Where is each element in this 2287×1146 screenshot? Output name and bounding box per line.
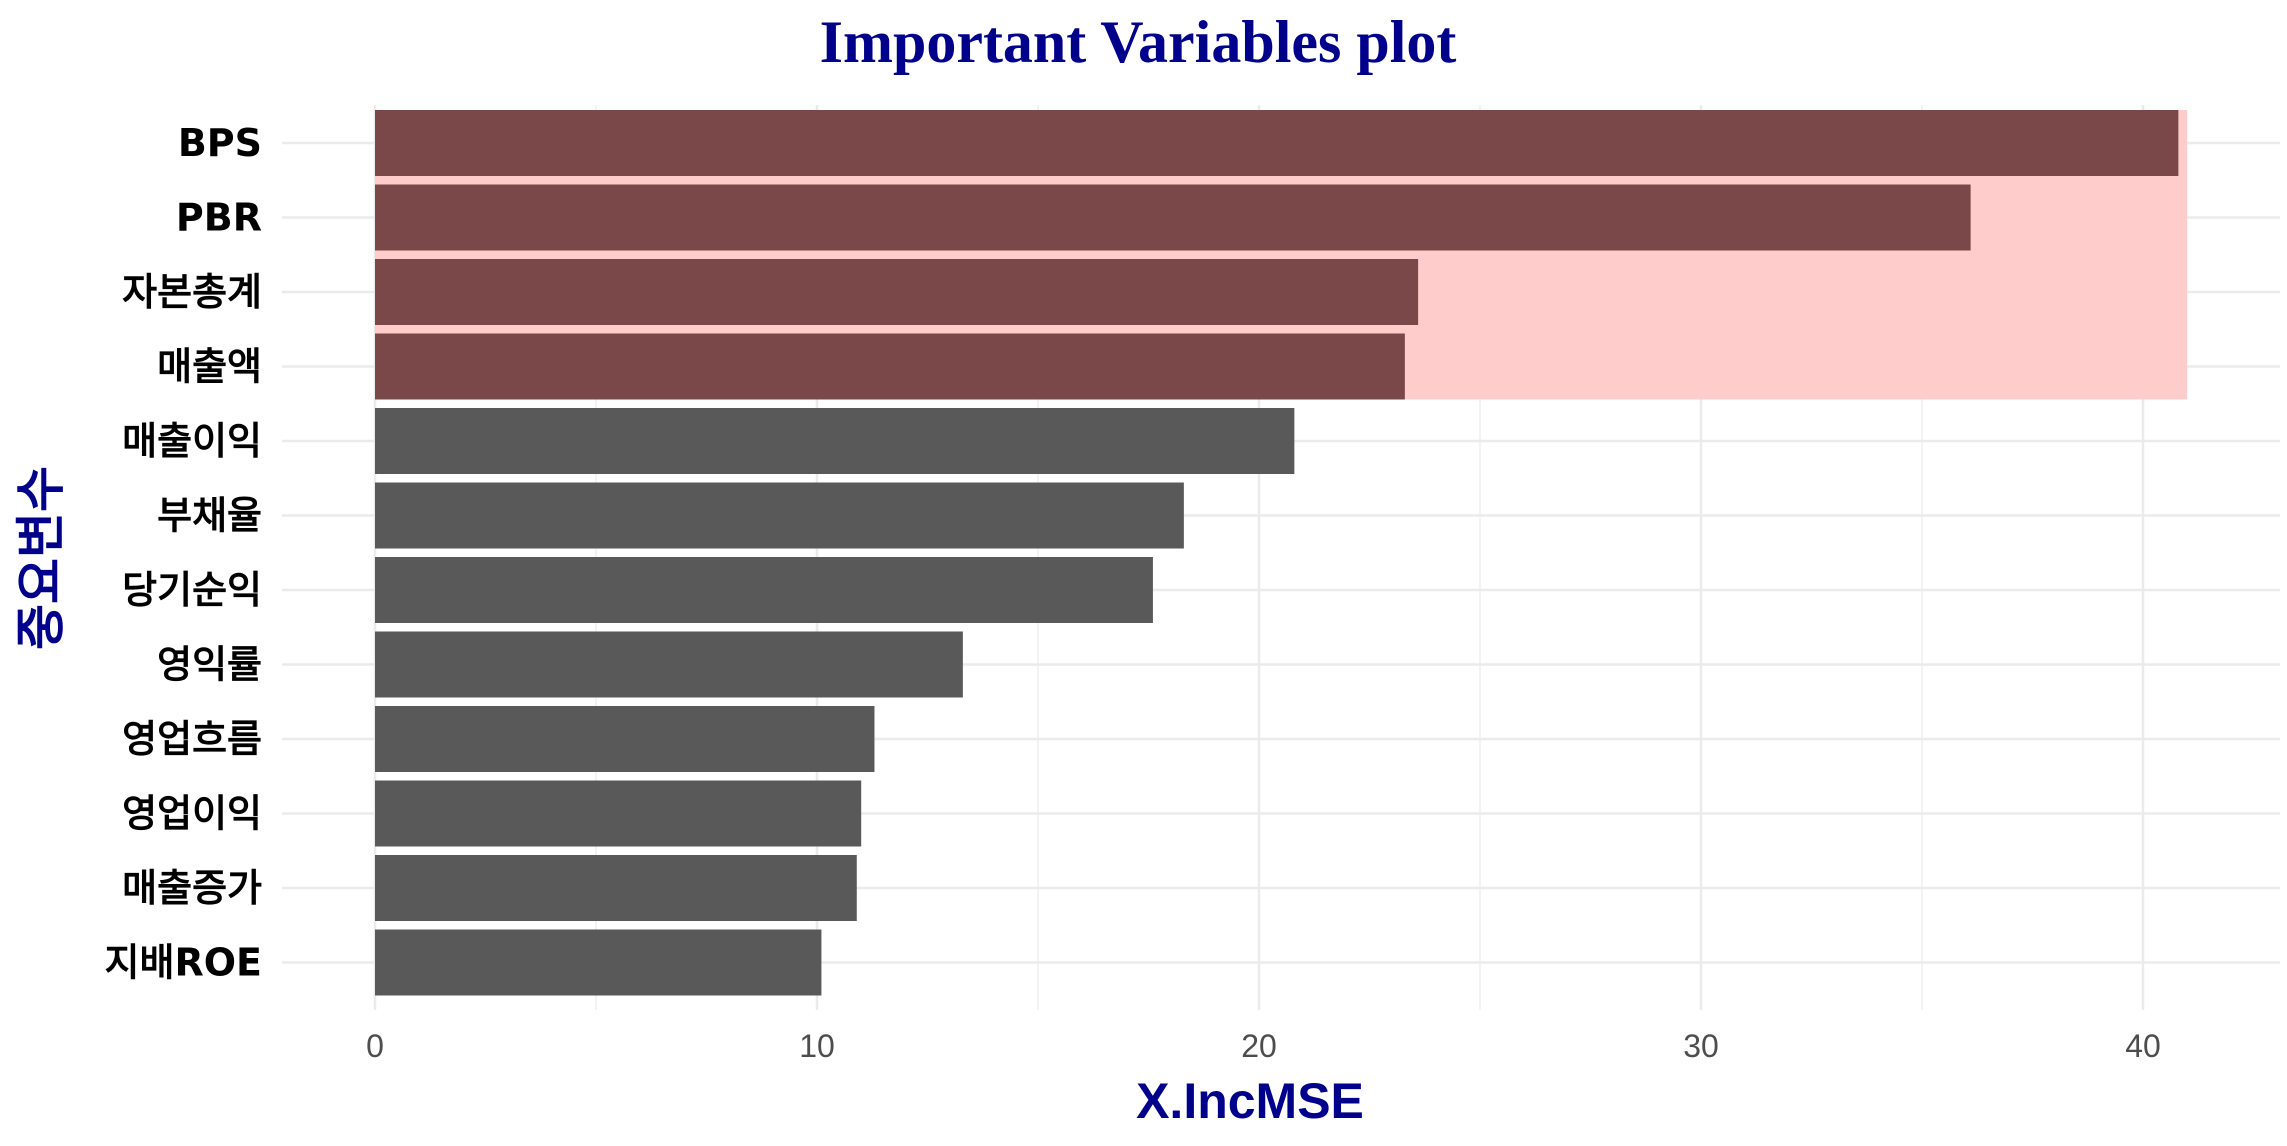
- x-tick-labels: 0 10 20 30 40: [366, 1028, 2161, 1064]
- y-tick-label: 지배ROE: [105, 941, 262, 985]
- bar-7: [375, 631, 963, 698]
- x-tick-label: 0: [366, 1028, 384, 1064]
- y-tick-label: 영익률: [157, 643, 262, 687]
- bar-2: [375, 259, 1419, 325]
- bar-9: [375, 780, 862, 847]
- x-tick-label: 30: [1683, 1028, 1719, 1064]
- x-tick-label: 20: [1241, 1028, 1277, 1064]
- chart-title: Important Variables plot: [820, 9, 1457, 75]
- bar-11: [375, 929, 822, 996]
- y-tick-label: 자본총계: [122, 270, 262, 314]
- y-tick-label: 부채율: [157, 494, 262, 538]
- y-tick-label: PBR: [176, 196, 262, 240]
- y-tick-label: 매출증가: [122, 866, 262, 910]
- y-tick-label: 매출이익: [122, 419, 262, 463]
- bar-6: [375, 557, 1153, 623]
- bar-4: [375, 408, 1295, 474]
- y-tick-label: 매출액: [157, 345, 262, 389]
- y-tick-label: 영업흐름: [122, 717, 262, 761]
- x-axis-title: X.IncMSE: [1136, 1073, 1364, 1129]
- bar-10: [375, 855, 857, 921]
- x-tick-label: 40: [2125, 1028, 2161, 1064]
- y-tick-label: 당기순익: [122, 568, 262, 612]
- bar-1: [375, 184, 1971, 251]
- y-axis-title: 중요변수: [13, 466, 69, 650]
- x-tick-label: 10: [799, 1028, 835, 1064]
- y-tick-label: BPS: [178, 121, 262, 165]
- bar-5: [375, 482, 1184, 549]
- y-tick-labels: BPS PBR 자본총계매출액매출이익부채율당기순익영익률영업흐름영업이익매출증가지…: [105, 121, 262, 985]
- bar-8: [375, 706, 875, 772]
- bar-layer: [375, 110, 2179, 996]
- bar-3: [375, 333, 1405, 400]
- bar-0: [375, 110, 2179, 176]
- y-tick-label: 영업이익: [122, 792, 262, 836]
